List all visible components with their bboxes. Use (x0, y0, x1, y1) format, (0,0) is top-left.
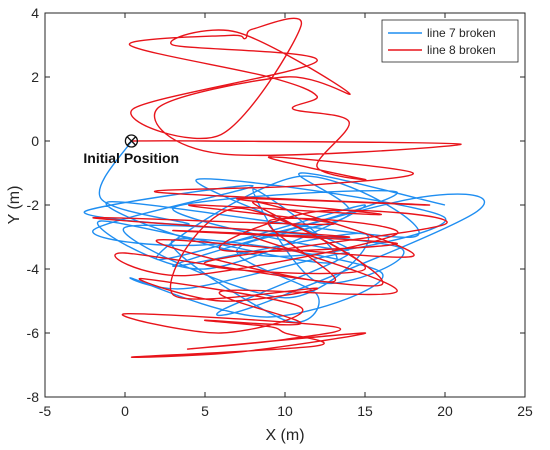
legend-entry-1: line 7 broken (427, 26, 496, 40)
x-tick-label: 20 (437, 403, 453, 419)
x-tick-label: -5 (39, 403, 52, 419)
y-tick-label: 4 (31, 5, 39, 21)
x-tick-label: 0 (121, 403, 129, 419)
y-tick-label: -6 (27, 325, 40, 341)
series-line-2 (92, 17, 462, 359)
annotation-layer: Initial Position (83, 134, 179, 166)
y-tick-label: -2 (27, 197, 40, 213)
x-tick-label: 5 (201, 403, 209, 419)
initial-position-marker (124, 134, 139, 148)
x-tick-label: 10 (277, 403, 293, 419)
ticks-layer: -5 0 5 10 15 20 25 -8 -6 -4 -2 0 2 4 (27, 5, 533, 419)
legend-entry-2: line 8 broken (427, 43, 496, 57)
initial-position-label: Initial Position (83, 150, 179, 166)
legend-box (381, 19, 519, 63)
x-tick-label: 25 (517, 403, 533, 419)
x-axis-title: X (m) (265, 427, 304, 444)
series-layer (84, 17, 485, 359)
x-tick-label: 15 (357, 403, 373, 419)
legend: line 7 broken line 8 broken (381, 19, 519, 63)
y-tick-label: 2 (31, 69, 39, 85)
y-tick-label: 0 (31, 133, 39, 149)
y-tick-label: -4 (27, 261, 40, 277)
y-axis-title: Y (m) (6, 186, 23, 225)
y-tick-label: -8 (27, 389, 40, 405)
